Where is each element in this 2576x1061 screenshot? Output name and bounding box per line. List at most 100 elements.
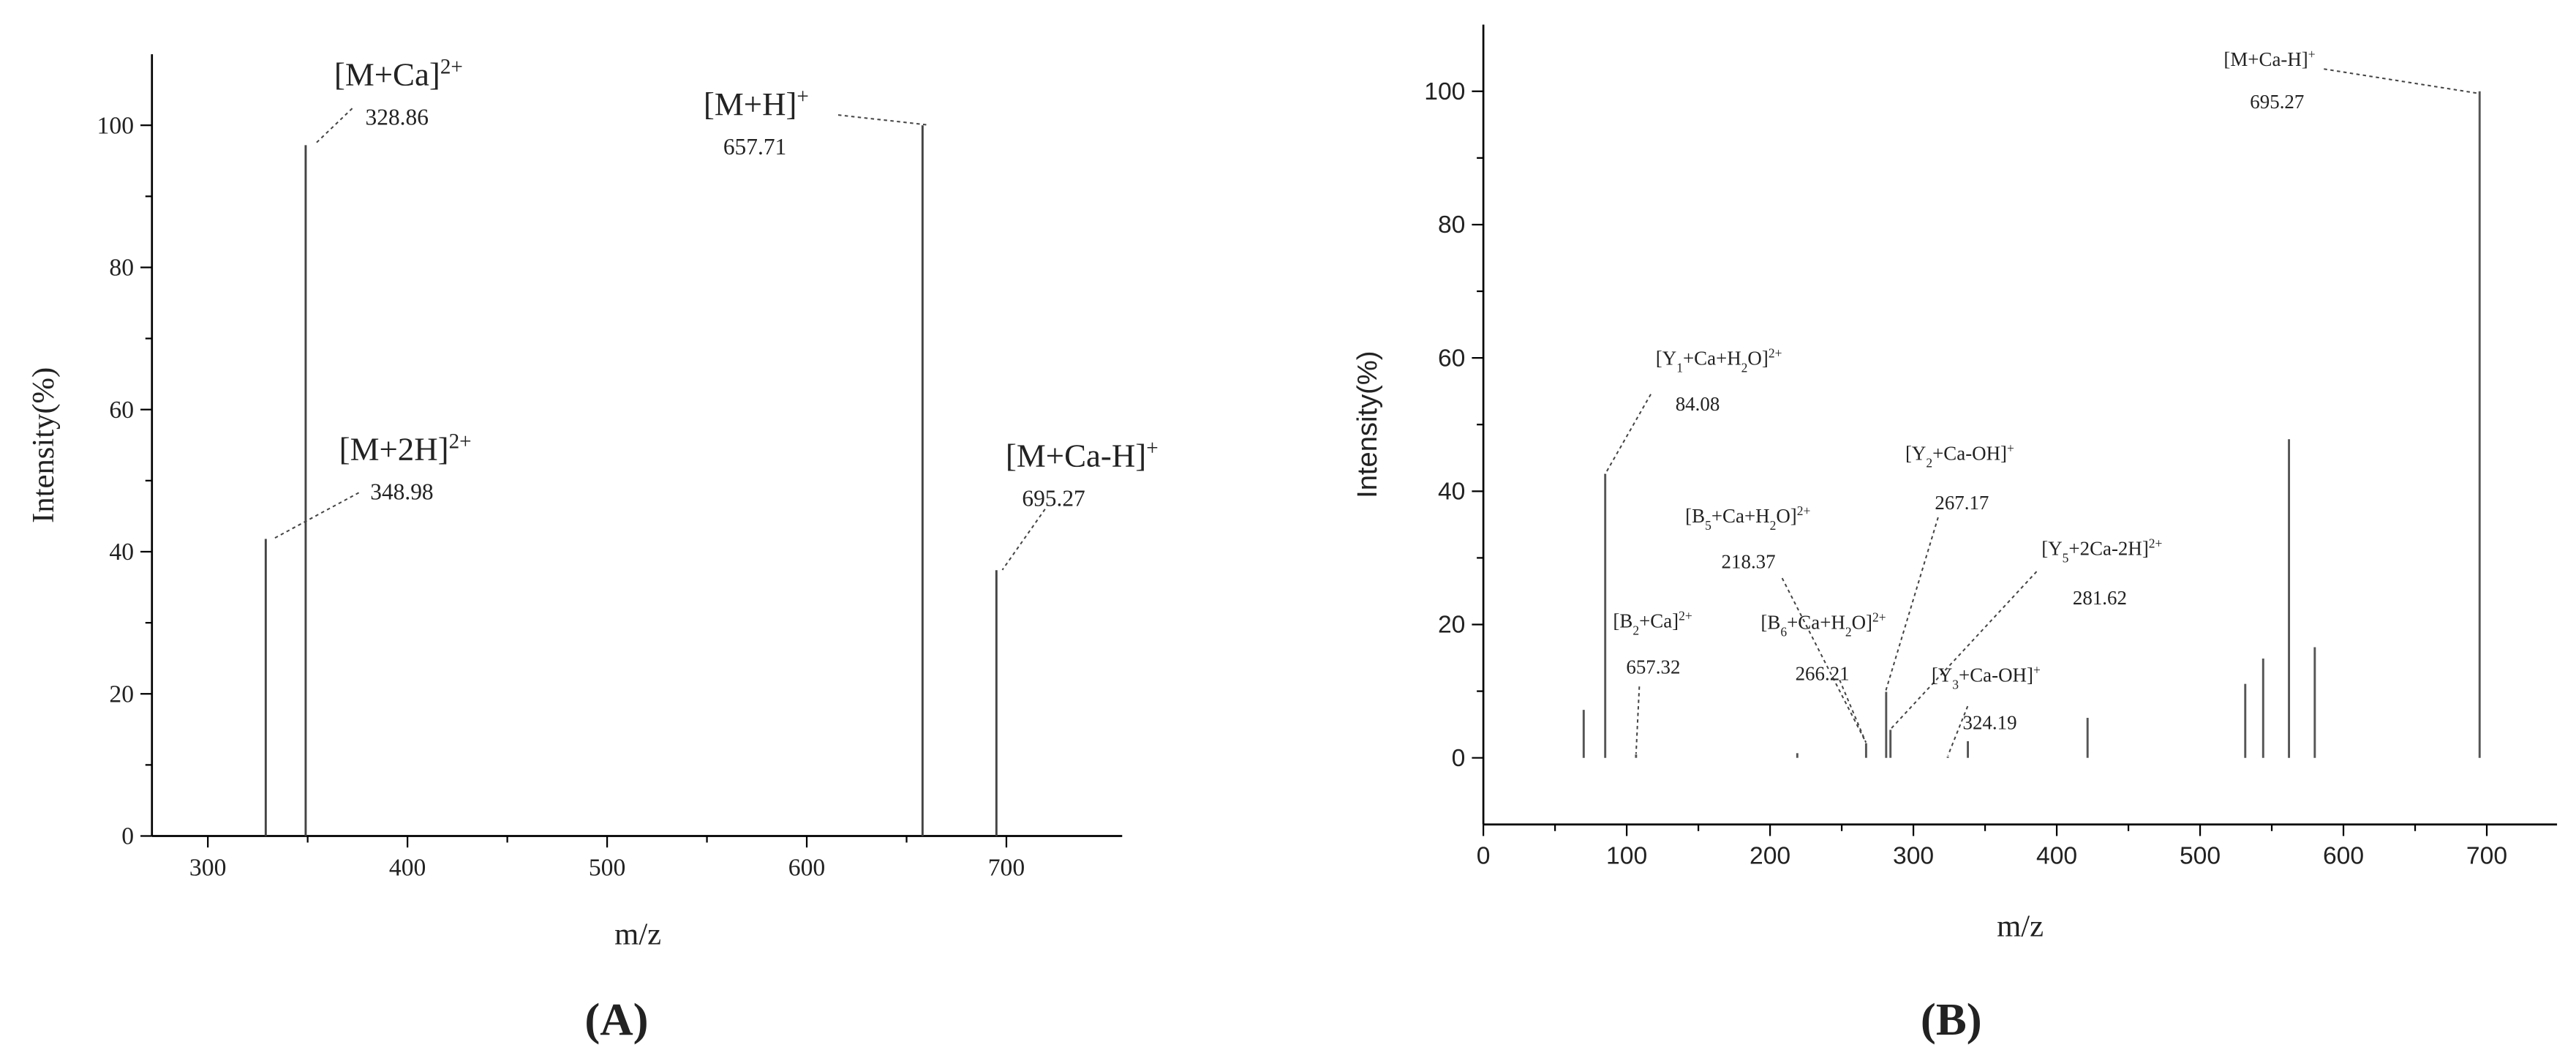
leader-line — [273, 492, 360, 540]
label-part: +2Ca-2H] — [2068, 538, 2148, 560]
leader-line — [1890, 571, 2038, 730]
panel-title: (A) — [584, 994, 648, 1045]
label-part: 2 — [1926, 455, 1932, 470]
x-tick-label: 400 — [2036, 843, 2077, 870]
label-part: + — [2007, 440, 2014, 455]
peak-value: 695.27 — [1022, 485, 1085, 511]
label-part: 2+ — [1679, 608, 1692, 623]
peak-label: [Y2+Ca-OH]+ — [1905, 440, 2014, 470]
leader-line — [1604, 394, 1652, 476]
label-part: 2 — [1770, 518, 1777, 533]
leader-line — [314, 108, 353, 146]
peak-label: [M+Ca-H]+ — [1006, 436, 1159, 473]
x-axis-label: m/z — [614, 918, 661, 952]
peak-label: [Y3+Ca-OH]+ — [1932, 663, 2041, 692]
y-tick-label: 60 — [1438, 345, 1465, 372]
label-part: [M+Ca] — [334, 56, 440, 93]
peak-label: [Y5+2Ca-2H]2+ — [2041, 536, 2162, 566]
label-part: O] — [1747, 347, 1768, 369]
label-part: 2 — [1845, 625, 1852, 640]
peak-label: [B6+Ca+H2O]2+ — [1760, 610, 1886, 640]
y-tick-label: 80 — [109, 255, 134, 282]
chart: 300 400 500 600 700020406080100[M+Ca]2+328.8… — [26, 54, 1159, 1045]
peak-value: 657.71 — [723, 134, 786, 160]
label-part: [M+Ca-H] — [2223, 48, 2308, 70]
label-part: 5 — [1705, 518, 1711, 533]
peak-value: 267.17 — [1935, 492, 1989, 514]
peak-label: [Y1+Ca+H2O]2+ — [1656, 345, 1782, 375]
peak-label: [B5+Ca+H2O]2+ — [1685, 503, 1810, 533]
leader-line — [1885, 517, 1939, 692]
y-tick-label: 20 — [1438, 612, 1465, 639]
chart: 0 100 200 300 400 500 600 700 0 20 40 60 80 100 [M+Ca-… — [1352, 24, 2558, 1045]
peak-value: 84.08 — [1676, 393, 1720, 415]
label-part: [M+2H] — [339, 430, 449, 467]
y-tick-label: 0 — [1452, 745, 1466, 772]
label-part: 6 — [1780, 625, 1787, 640]
peak-value: 218.37 — [1722, 551, 1776, 573]
label-part: [Y — [1932, 664, 1952, 686]
label-part: 2+ — [1797, 503, 1811, 518]
y-tick-label: 100 — [1424, 78, 1465, 105]
label-part: 2+ — [2149, 536, 2163, 551]
label-part: +Ca+H — [1683, 347, 1741, 369]
x-tick-label: 300 — [189, 854, 226, 881]
leader-line — [1781, 577, 1867, 743]
peak-label: [M+H]+ — [704, 85, 809, 122]
leader-line — [2324, 68, 2480, 94]
y-tick-label: 40 — [1438, 479, 1465, 506]
label-part: O] — [1852, 612, 1872, 634]
label-part: 3 — [1952, 678, 1959, 692]
label-part: 1 — [1676, 360, 1683, 375]
label-part: O] — [1776, 505, 1796, 527]
label-part: +Ca+H — [1787, 612, 1845, 634]
x-tick-label: 600 — [788, 854, 825, 881]
x-tick-label: 200 — [1750, 843, 1790, 870]
y-tick-label: 80 — [1438, 211, 1465, 239]
peak-value: 324.19 — [1963, 712, 2017, 734]
label-part: + — [1146, 436, 1158, 460]
label-part: + — [796, 85, 808, 108]
label-part: 2+ — [1769, 345, 1782, 360]
y-tick-label: 0 — [121, 823, 134, 850]
x-tick-label: 100 — [1606, 843, 1647, 870]
peak-label: [M+Ca-H]+ — [2223, 47, 2315, 70]
y-tick-label: 40 — [109, 539, 134, 566]
peak-value: 695.27 — [2250, 91, 2304, 113]
label-part: [B — [1760, 612, 1780, 634]
label-part: + — [2033, 663, 2041, 678]
label-part: 2+ — [440, 56, 463, 79]
x-tick-label: 0 — [1477, 843, 1491, 870]
label-part: 2+ — [1872, 610, 1886, 625]
label-part: +Ca+H — [1711, 505, 1770, 527]
x-tick-label: 500 — [589, 854, 625, 881]
label-part: [Y — [2041, 538, 2062, 560]
x-tick-label: 700 — [2466, 843, 2507, 870]
y-axis-label: Intensity(%) — [1352, 351, 1383, 498]
label-part: + — [2308, 47, 2316, 61]
label-part: [Y — [1656, 347, 1676, 369]
x-tick-label: 500 — [2180, 843, 2221, 870]
leader-line — [1001, 509, 1046, 571]
label-part: +Ca-OH] — [1959, 664, 2033, 686]
peak-value: 348.98 — [370, 479, 433, 504]
peak-label: [M+Ca]2+ — [334, 56, 463, 93]
label-part: [B — [1613, 610, 1632, 631]
leader-line — [837, 114, 927, 126]
x-tick-label: 700 — [988, 854, 1025, 881]
x-axis-label: m/z — [1997, 909, 2044, 943]
label-part: 5 — [2063, 551, 2069, 566]
peak-value: 281.62 — [2073, 587, 2127, 609]
y-tick-label: 100 — [97, 112, 134, 139]
x-tick-label: 600 — [2323, 843, 2364, 870]
peak-label: [B2+Ca]2+ — [1613, 608, 1692, 637]
label-part: +Ca-OH] — [1932, 442, 2007, 464]
label-part: 2 — [1741, 360, 1748, 375]
leader-line — [1839, 679, 1867, 743]
label-part: [B — [1685, 505, 1705, 527]
x-tick-label: 400 — [389, 854, 426, 881]
leader-line — [1635, 686, 1641, 754]
peak-value: 657.32 — [1626, 656, 1680, 678]
leader-line — [1947, 705, 1969, 756]
